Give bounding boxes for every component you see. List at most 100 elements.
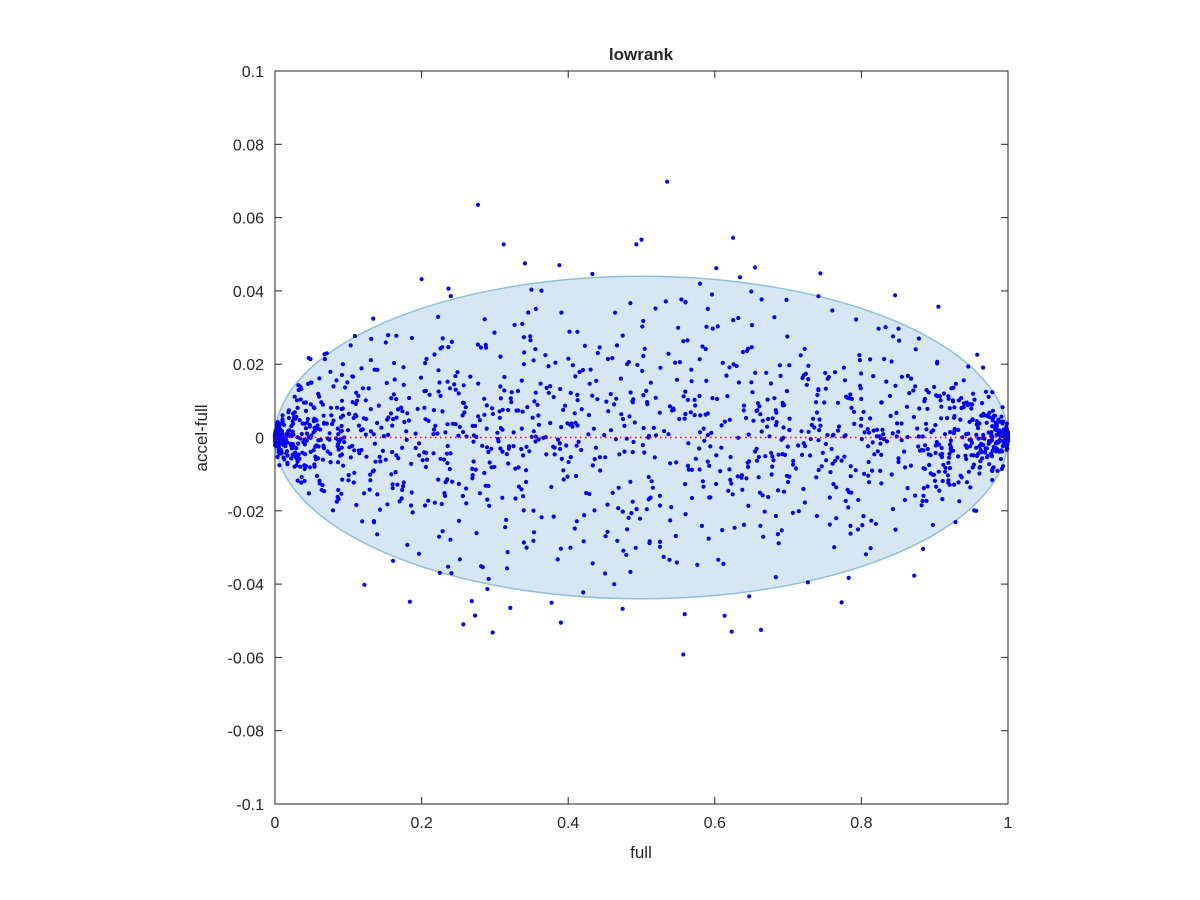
scatter-point [770,416,775,421]
scatter-point [362,491,367,496]
scatter-point [848,474,853,479]
scatter-point [615,538,620,543]
scatter-point [846,575,851,581]
scatter-point [519,447,524,452]
scatter-point [925,484,930,489]
scatter-point [315,423,320,428]
scatter-point [757,490,763,495]
scatter-point [755,408,760,413]
scatter-point [404,437,409,442]
scatter-point [444,451,449,456]
scatter-point [597,455,603,460]
scatter-point [438,393,443,398]
scatter-point [699,523,705,529]
scatter-point [676,325,681,330]
scatter-point [630,450,635,455]
scatter-point [832,370,838,375]
scatter-point [569,421,574,426]
scatter-point [913,493,918,498]
scatter-point [393,470,398,475]
scatter-point [339,372,344,378]
scatter-point [390,450,395,455]
scatter-point [848,392,853,397]
scatter-point [932,478,938,483]
scatter-point [504,566,510,571]
scatter-point [471,459,476,464]
y-tick-label: 0 [255,431,264,448]
scatter-point [461,622,466,627]
scatter-point [546,390,551,395]
scatter-point [487,503,492,508]
scatter-point [520,321,525,326]
scatter-point [709,430,714,435]
scatter-point [604,399,609,404]
scatter-point [666,432,671,437]
scatter-point [925,406,930,411]
scatter-point [677,416,682,422]
scatter-point [579,447,584,453]
scatter-point [744,476,749,481]
scatter-point [972,397,977,402]
scatter-point [335,405,340,410]
scatter-point [820,450,825,455]
scatter-point [448,294,453,299]
scatter-point [436,389,441,394]
scatter-point [746,464,751,470]
scatter-point [279,451,284,456]
scatter-point [679,297,684,302]
scatter-point [983,446,988,451]
scatter-point [903,465,908,470]
scatter-point [951,431,957,436]
scatter-point [741,403,747,408]
scatter-point [531,358,536,363]
scatter-point [478,345,484,350]
scatter-point [362,582,367,587]
scatter-point [372,441,377,446]
x-tick-label: 1 [1004,815,1013,832]
scatter-point [513,496,518,501]
scatter-point [871,374,876,379]
scatter-point [948,438,954,443]
scatter-point [533,347,538,352]
scatter-point [304,431,310,436]
scatter-point [719,445,724,450]
scatter-point [700,344,705,349]
scatter-point [924,498,929,503]
scatter-point [989,454,995,459]
scatter-point [751,418,756,423]
scatter-point [376,403,381,408]
scatter-point [368,478,373,483]
scatter-point [848,523,853,529]
scatter-point [952,405,957,410]
scatter-point [379,425,384,430]
scatter-point [471,439,476,444]
scatter-point [617,452,622,457]
scatter-point [612,402,617,407]
scatter-point [933,450,938,455]
scatter-point [405,411,410,416]
scatter-point [610,490,615,495]
scatter-point [384,380,389,386]
scatter-point [360,519,365,524]
scatter-point [568,455,573,460]
scatter-point [700,479,706,484]
scatter-point [533,439,538,444]
scatter-point [896,456,901,461]
scatter-point [993,441,999,446]
scatter-point [730,492,735,497]
scatter-point [683,389,688,394]
scatter-point [531,530,537,535]
scatter-point [697,430,703,435]
scatter-point [506,407,511,413]
scatter-point [772,315,777,320]
scatter-point [275,454,280,460]
scatter-point [356,423,362,428]
scatter-point [802,500,808,505]
scatter-point [290,429,295,434]
scatter-point [400,487,405,492]
scatter-point [602,432,607,438]
scatter-point [858,423,864,428]
scatter-point [814,513,820,519]
y-tick-label: -0.06 [228,650,265,667]
scatter-point [926,390,931,395]
